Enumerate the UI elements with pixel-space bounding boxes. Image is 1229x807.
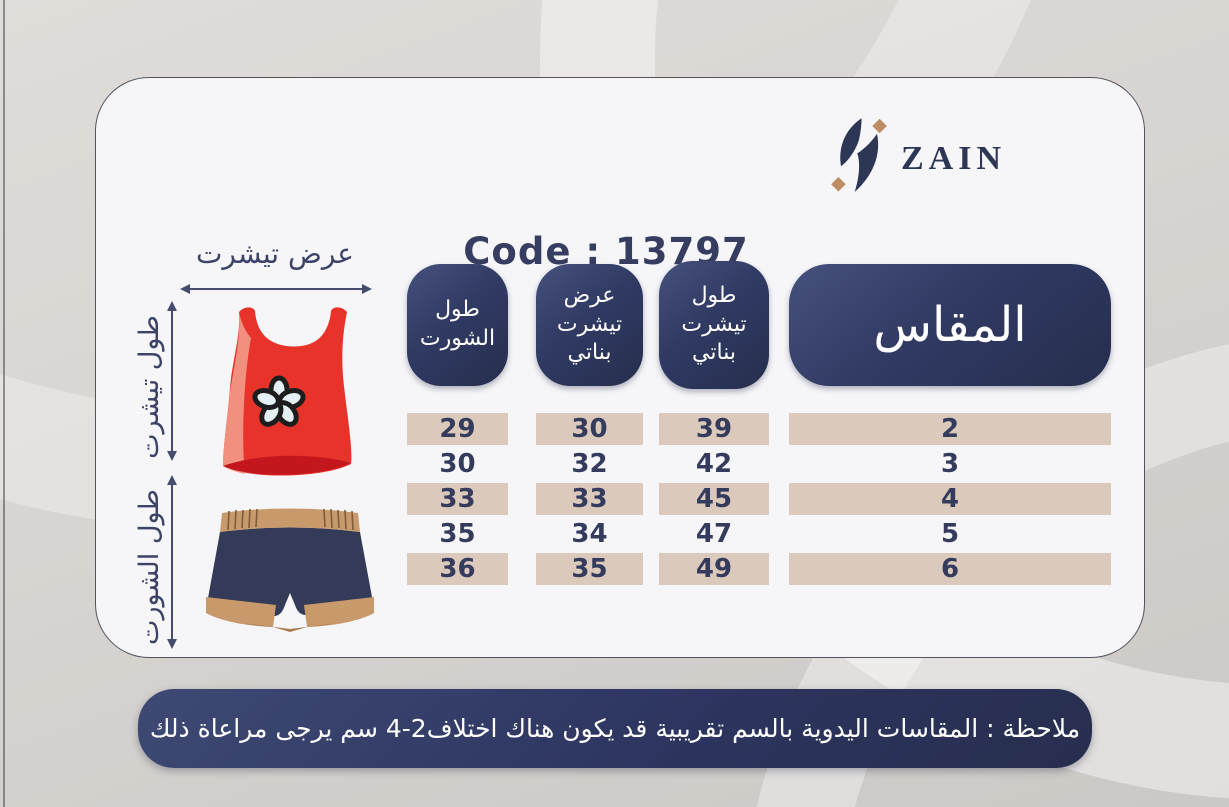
table-cell: 34 [571,519,608,549]
table-cell: 35 [439,519,476,549]
table-cell: 2 [789,413,1111,445]
table-row: 33 33 45 4 [96,483,1144,515]
table-cell: 6 [789,553,1111,585]
shorts-illustration [202,505,378,641]
left-edge-line [3,0,5,807]
table-cell: 49 [659,553,769,585]
brand-logo: ZAIN [829,110,1006,202]
table-cell: 47 [695,519,733,549]
table-row: 35 34 47 5 [96,518,1144,550]
table-cell: 35 [536,553,643,585]
tshirt-width-label: عرض تيشرت [196,237,354,270]
table-cell: 30 [439,449,476,479]
table-cell: 33 [536,483,643,515]
tank-top-illustration [211,306,361,488]
table-cell: 5 [940,519,960,549]
table-cell: 45 [659,483,769,515]
table-row: 30 32 42 3 [96,448,1144,480]
zain-monogram-icon [831,118,887,192]
horizontal-measure-arrow-icon [179,281,373,300]
table-cell: 42 [695,449,733,479]
table-cell: 33 [407,483,508,515]
table-cell: 3 [940,449,960,479]
brand-name: ZAIN [901,140,1007,177]
column-header-shorts-length: طول الشورت [407,264,508,386]
table-cell: 36 [407,553,508,585]
table-cell: 39 [659,413,769,445]
tshirt-length-arrow-icon [165,300,179,466]
table-cell: 32 [571,449,608,479]
note-bar: ملاحظة : المقاسات اليدوية بالسم تقريبية … [138,689,1092,768]
table-row: 29 30 39 2 [96,413,1144,445]
column-header-tshirt-length: طول تيشرت بناتي [659,261,769,389]
table-row: 36 35 49 6 [96,553,1144,585]
shorts-length-arrow-icon [165,474,179,654]
table-cell: 29 [407,413,508,445]
size-table-rows: 29 30 39 2 30 32 42 3 33 33 45 4 35 34 47 5 36 35 49 6 [96,413,1144,588]
column-header-tshirt-width: عرض تيشرت بناتي [536,264,643,386]
table-cell: 4 [789,483,1111,515]
size-chart-card: Code : 13797 ZAIN عرض تيشرت طول تيشرت [95,77,1145,658]
column-header-size: المقاس [789,264,1111,386]
table-cell: 30 [536,413,643,445]
